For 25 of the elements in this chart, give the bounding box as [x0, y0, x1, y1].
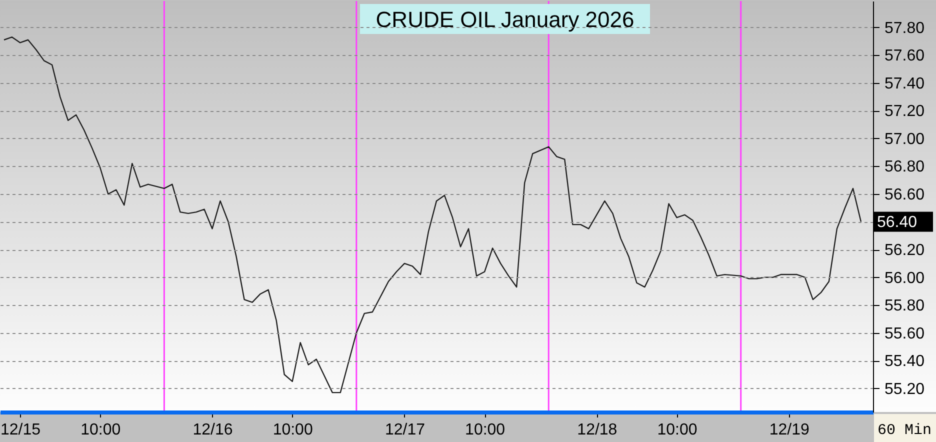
- y-tick-label: 55.20: [884, 380, 925, 398]
- y-tick-label: 57.40: [884, 75, 925, 92]
- y-tick-label: 55.60: [884, 325, 925, 342]
- x-tick-label: 12/17: [384, 422, 426, 438]
- chart-title: CRUDE OIL January 2026: [376, 7, 634, 32]
- y-tick-label: 57.00: [884, 130, 925, 148]
- x-tick-label: 12/16: [192, 422, 233, 438]
- y-tick-label: 57.20: [884, 103, 925, 120]
- x-tick-label: 12/15: [0, 422, 41, 438]
- x-tick-label: 12/18: [577, 422, 618, 438]
- y-tick-label: 56.00: [884, 270, 925, 287]
- x-tick-label: 10:00: [465, 422, 506, 438]
- text: 56.40: [877, 214, 918, 231]
- y-tick-label: 57.60: [884, 48, 925, 65]
- x-tick-label: 10:00: [80, 422, 121, 438]
- y-tick-label: 56.80: [884, 158, 925, 176]
- y-tick-label: 57.80: [884, 20, 925, 37]
- text: 60 Min: [877, 422, 932, 439]
- y-tick-label: 56.60: [884, 186, 925, 204]
- x-tick-label: 10:00: [272, 422, 313, 438]
- y-tick-label: 55.80: [884, 298, 925, 315]
- x-tick-label: 12/19: [769, 422, 810, 438]
- y-tick-label: 56.20: [884, 242, 925, 260]
- x-tick-label: 10:00: [657, 422, 698, 438]
- y-tick-label: 55.40: [884, 353, 925, 370]
